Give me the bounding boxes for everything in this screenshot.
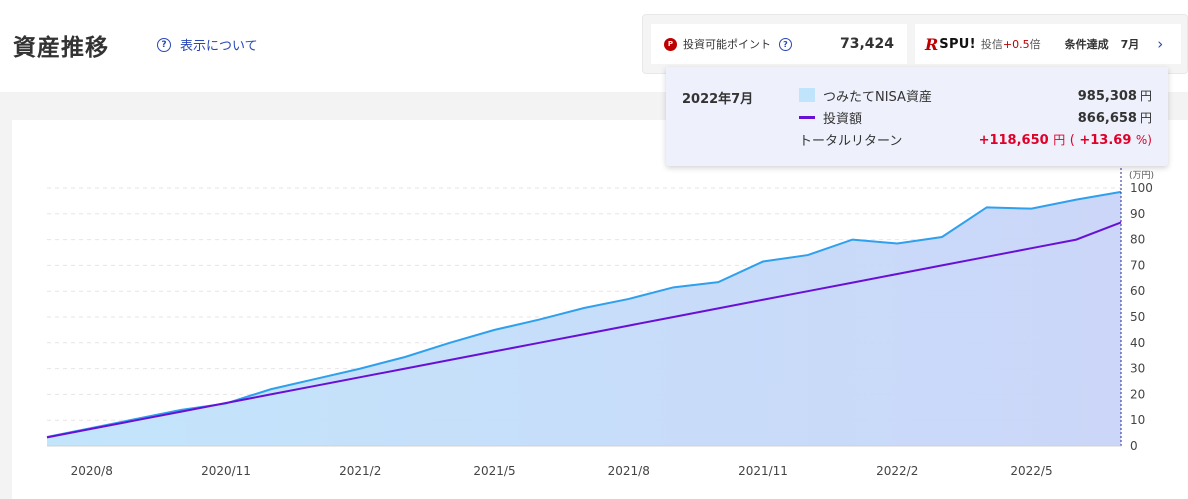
y-tick-label: 30: [1130, 362, 1145, 376]
asset-legend-swatch: [799, 88, 815, 102]
spu-month: 7月: [1120, 38, 1140, 51]
tooltip-return-value: +118,650 円 ( +13.69 %): [978, 132, 1152, 148]
spu-bai: 倍: [1029, 38, 1041, 51]
about-display-label: 表示について: [180, 39, 258, 54]
x-tick-label: 2020/8: [71, 464, 113, 478]
chart-tooltip: 2022年7月 つみたてNISA資産 985,308 円 投資額 866,658 円…: [666, 67, 1168, 166]
tooltip-invest-value: 866,658 円: [1077, 110, 1152, 126]
x-tick-label: 2022/5: [1010, 464, 1052, 478]
y-tick-label: 100: [1130, 181, 1153, 195]
spu-bonus: +0.5: [1002, 37, 1030, 51]
y-tick-label: 90: [1130, 207, 1145, 221]
y-tick-label: 60: [1130, 284, 1145, 298]
x-tick-label: 2021/8: [608, 464, 650, 478]
tooltip-return-row: トータルリターン +118,650 円 ( +13.69 %): [799, 130, 1152, 149]
x-tick-label: 2021/11: [738, 464, 788, 478]
asset-area: [47, 191, 1121, 446]
spu-fund-label: 投信: [980, 38, 1003, 51]
spu-logo: SPU!: [939, 36, 976, 52]
spu-box[interactable]: R SPU! 投信 +0.5 倍 条件達成 7月 ›: [915, 24, 1181, 64]
points-panel: P 投資可能ポイント ? 73,424 R SPU! 投信 +0.5 倍 条件達…: [642, 14, 1188, 74]
y-tick-label: 50: [1130, 310, 1145, 324]
y-unit-label: (万円): [1129, 170, 1154, 181]
question-icon: ?: [157, 37, 171, 52]
chevron-right-icon[interactable]: ›: [1157, 35, 1164, 53]
chart-card: 0 10 20 30 40 50 60 70 80 90 100 (万円) 2020/8 2020/11 2…: [12, 120, 1188, 499]
x-tick-label: 2022/2: [876, 464, 918, 478]
points-help-icon[interactable]: ?: [779, 37, 792, 51]
tooltip-asset-row: つみたてNISA資産 985,308 円: [799, 86, 1152, 105]
invest-legend-swatch: [799, 115, 815, 119]
x-tick-label: 2020/11: [201, 464, 251, 478]
y-tick-label: 10: [1130, 413, 1145, 427]
investable-points-label: 投資可能ポイント: [683, 38, 771, 51]
y-tick-label: 80: [1130, 233, 1145, 247]
y-tick-label: 0: [1130, 439, 1138, 453]
page-title: 資産推移: [13, 35, 109, 61]
invest-line: [46, 221, 1122, 439]
tooltip-date: 2022年7月: [682, 92, 754, 107]
investable-points-box: P 投資可能ポイント ? 73,424: [651, 24, 907, 64]
tooltip-return-label: トータルリターン: [799, 133, 903, 149]
y-tick-label: 70: [1130, 258, 1145, 272]
tooltip-invest-row: 投資額 866,658 円: [799, 108, 1152, 127]
investable-points-value: 73,424: [839, 36, 894, 52]
rakuten-r-logo: R: [925, 34, 939, 54]
spu-condition: 条件達成: [1064, 38, 1109, 51]
tooltip-asset-label: つみたてNISA資産: [823, 89, 932, 105]
x-tick-label: 2021/5: [473, 464, 515, 478]
y-tick-label: 40: [1130, 336, 1145, 350]
x-tick-label: 2021/2: [339, 464, 381, 478]
tooltip-invest-label: 投資額: [823, 111, 863, 127]
about-display-link[interactable]: ? 表示について: [157, 35, 258, 54]
y-tick-label: 20: [1130, 387, 1145, 401]
asset-chart[interactable]: 0 10 20 30 40 50 60 70 80 90 100(万円) 2020/8 2020/11 2…: [12, 120, 1188, 499]
point-icon: P: [664, 37, 677, 51]
tooltip-asset-value: 985,308 円: [1077, 88, 1152, 104]
